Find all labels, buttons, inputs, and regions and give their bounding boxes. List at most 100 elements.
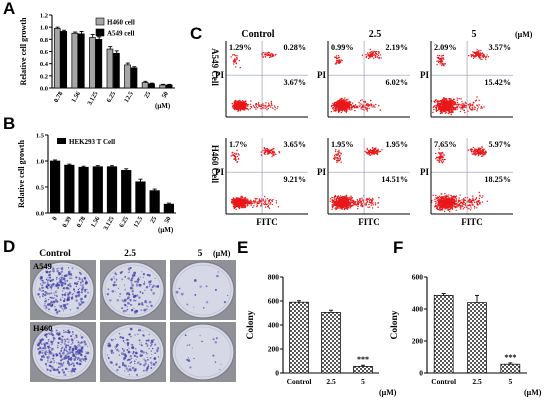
scatter-dot [233, 202, 236, 205]
scatter-dot [366, 107, 368, 109]
scatter-dot [238, 197, 241, 200]
scatter-dot [438, 105, 440, 107]
scatter-dot [260, 104, 263, 106]
scatter-dot [336, 203, 338, 205]
scatter-dot [371, 56, 373, 58]
scatter-dot [232, 104, 234, 107]
colony-dot [81, 286, 85, 289]
bar [159, 84, 166, 89]
scatter-dot [442, 62, 444, 65]
scatter-dot [443, 203, 445, 205]
scatter-dot [472, 203, 474, 205]
scatter-dot [446, 203, 448, 206]
scatter-dot [359, 197, 361, 200]
scatter-dot [256, 204, 259, 207]
scatter-dot [271, 104, 273, 107]
scatter-dot [477, 154, 480, 157]
colony-dot [50, 284, 53, 286]
x-tick-label: 0 [51, 216, 59, 222]
scatter-dot [353, 105, 356, 107]
colony-dot [76, 292, 79, 294]
scatter-dot [361, 54, 364, 56]
y-axis-label: PI [215, 167, 224, 177]
colony-dot [119, 295, 121, 297]
scatter-dot [349, 207, 351, 209]
scatter-dot [437, 54, 439, 57]
scatter-dot [449, 100, 451, 102]
scatter-dot [274, 108, 276, 111]
scatter-dot [368, 152, 370, 154]
colony-dot [63, 298, 66, 301]
scatter-dot [266, 147, 268, 150]
scatter-dot [346, 204, 348, 206]
colony-dot [76, 306, 80, 310]
scatter-dot [436, 207, 439, 209]
scatter-dot [252, 206, 254, 209]
scatter-dot [272, 107, 274, 109]
scatter-dot [370, 204, 373, 206]
scatter-dot [436, 104, 439, 106]
scatter-dot [472, 150, 475, 152]
scatter-dot [460, 98, 462, 100]
colony-dot [58, 304, 60, 306]
scatter-dot [348, 104, 351, 107]
colony-dot [79, 272, 83, 276]
scatter-dot [332, 106, 335, 109]
scatter-dot [270, 106, 272, 108]
colony-dot [42, 293, 45, 296]
scatter-dot [442, 57, 444, 60]
scatter-dot [441, 161, 443, 164]
scatter-dot [357, 107, 359, 109]
x-tick-label: 50 [161, 91, 170, 100]
colony-dot [140, 309, 143, 312]
scatter-dot [450, 197, 452, 199]
scatter-dot [436, 56, 439, 59]
colony-dot [146, 273, 149, 277]
scatter-dot [463, 201, 465, 204]
scatter-dot [234, 54, 236, 57]
scatter-dot [240, 108, 242, 110]
scatter-dot [448, 108, 450, 111]
scatter-dot [441, 103, 443, 106]
scatter-dot [461, 100, 463, 103]
scatter-dot [254, 200, 256, 202]
y-axis-label: PI [317, 70, 326, 80]
scatter-dot [440, 160, 443, 162]
scatter-dot [269, 202, 272, 204]
scatter-dot [237, 107, 239, 109]
colony-dot [69, 278, 71, 280]
bar [148, 83, 155, 89]
scatter-dot [434, 198, 436, 201]
colony-dot [56, 269, 59, 273]
colony-dot [65, 306, 67, 309]
scatter-dot [337, 204, 340, 207]
scatter-dot [252, 104, 255, 107]
scatter-dot [444, 199, 447, 202]
scatter-dot [335, 153, 337, 156]
colony-dot [126, 292, 129, 295]
scatter-dot [365, 199, 367, 201]
colony-dot [71, 267, 74, 270]
scatter-dot [372, 50, 374, 52]
colony-dot [147, 306, 149, 308]
scatter-dot [447, 101, 449, 103]
scatter-dot [474, 55, 477, 58]
scatter-dot [337, 195, 340, 197]
scatter-dot [379, 109, 382, 111]
scatter-dot [449, 199, 452, 201]
quadrant-upper-left: 1.95% [331, 140, 354, 149]
scatter-dot [269, 105, 271, 107]
scatter-dot [234, 60, 236, 62]
colony-dot [139, 283, 142, 287]
scatter-dot [449, 110, 451, 112]
scatter-dot [378, 196, 380, 199]
scatter-dot [341, 59, 343, 62]
scatter-dot [452, 107, 455, 109]
scatter-dot [443, 210, 446, 213]
colony-dot [50, 296, 53, 299]
scatter-dot [472, 195, 474, 197]
scatter-dot [345, 102, 347, 104]
scatter-dot [267, 102, 270, 104]
colony-dot [52, 269, 55, 273]
